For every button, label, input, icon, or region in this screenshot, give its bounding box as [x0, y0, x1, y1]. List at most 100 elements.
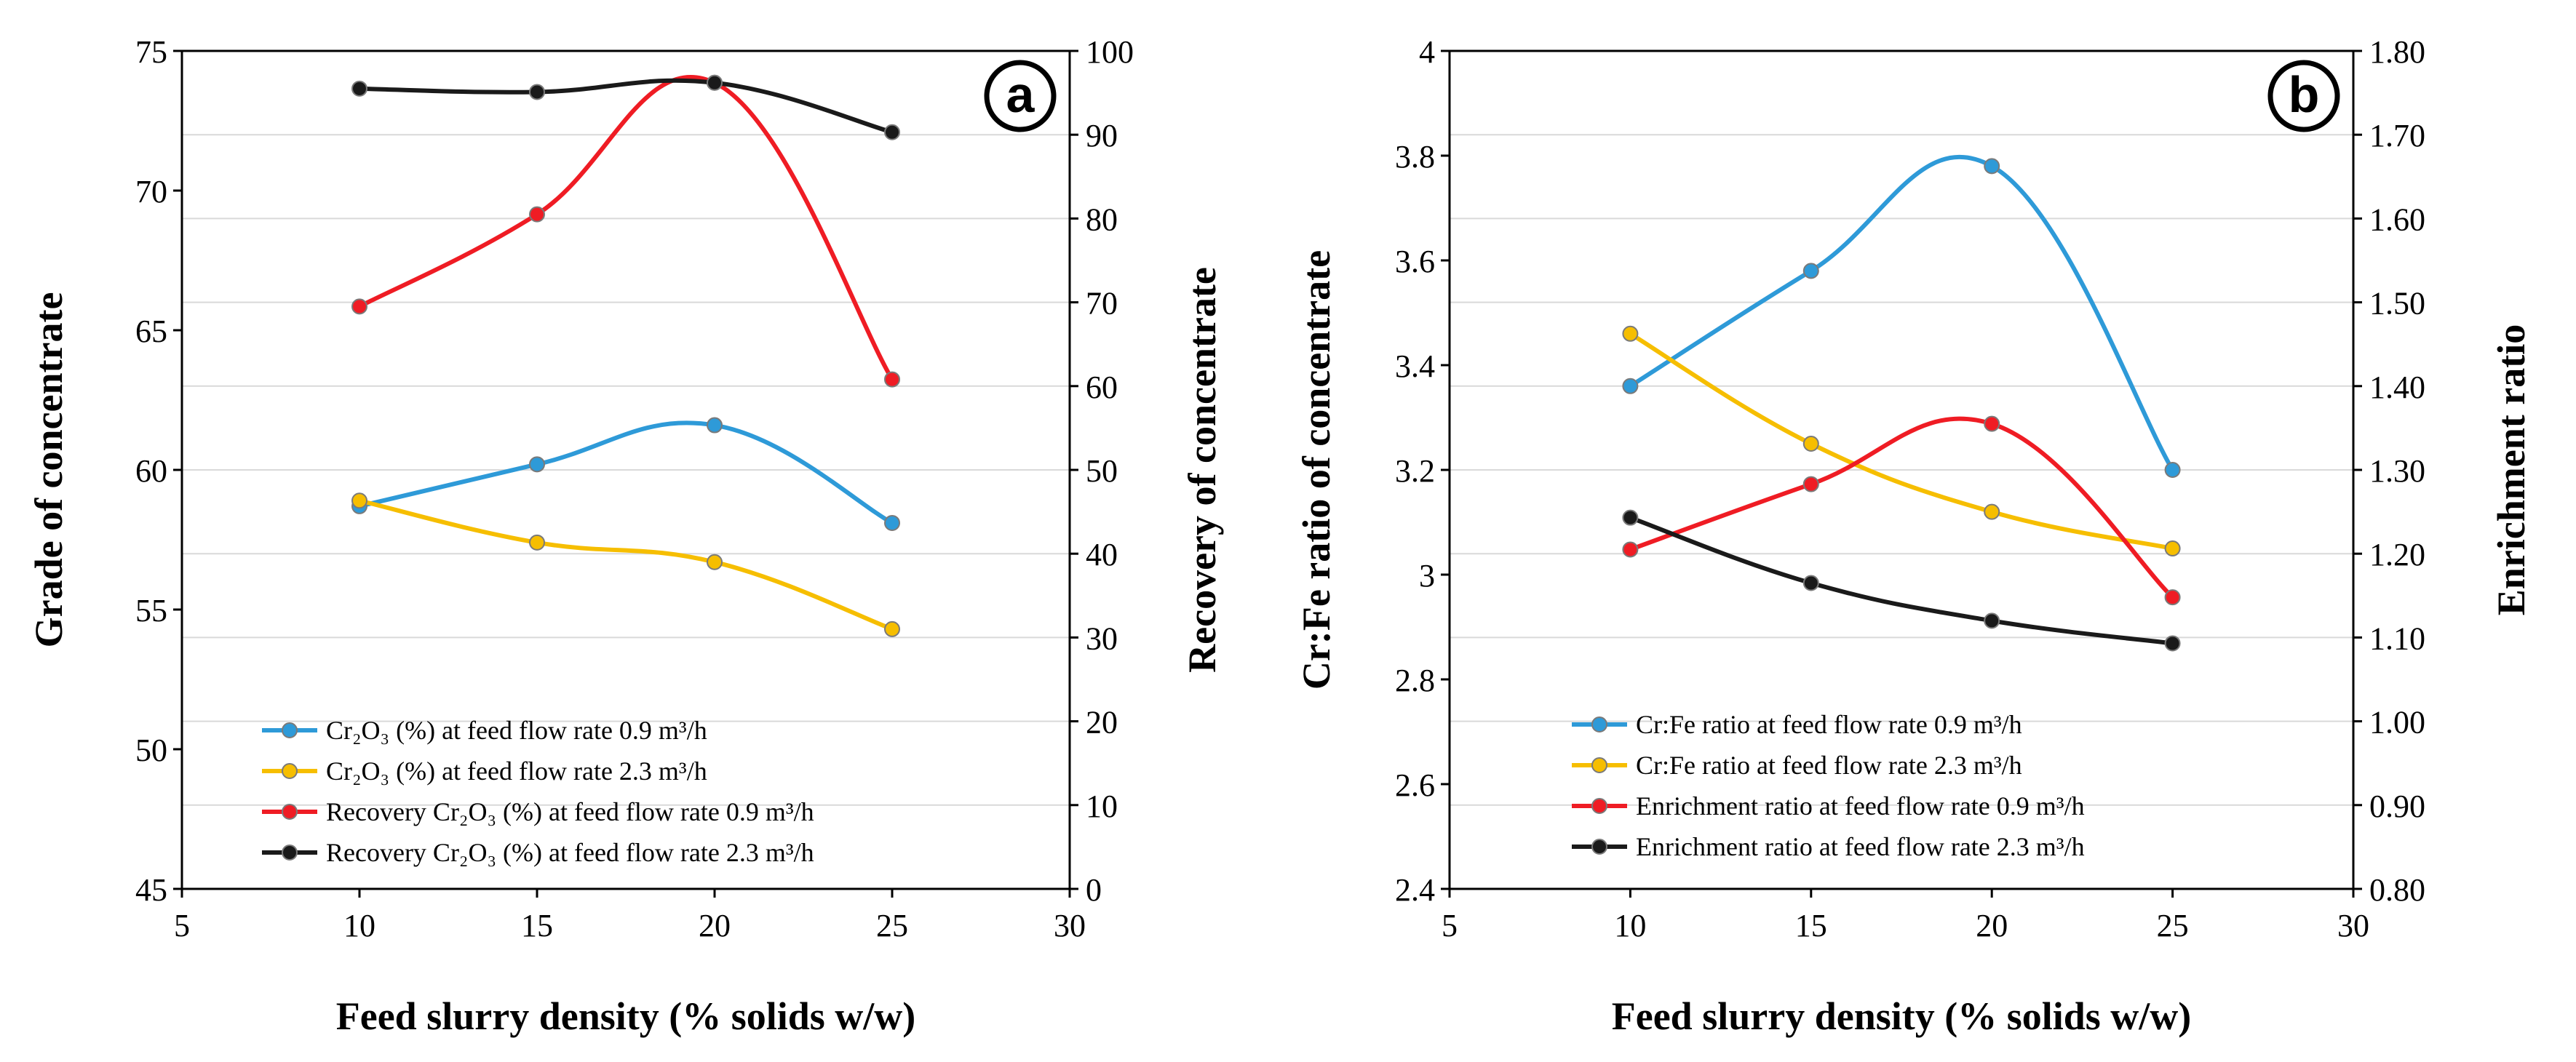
data-point [1984, 415, 2000, 432]
series-1 [351, 492, 900, 637]
y-tick-label: 4 [1419, 34, 1435, 70]
y-tick-label: 55 [135, 593, 167, 628]
data-point [1802, 575, 1819, 591]
data-point [707, 74, 723, 91]
data-point [1984, 158, 2000, 175]
y-tick-label: 3.4 [1395, 348, 1435, 384]
y2-tick-label: 30 [1086, 620, 1118, 656]
y-axis-title: Cr:Fe ratio of concentrate [1295, 250, 1338, 690]
y2-tick-label: 1.00 [2369, 705, 2425, 740]
legend-label: Cr:Fe ratio at feed flow rate 2.3 m³/h [1636, 751, 2022, 780]
y2-tick-label: 0.80 [2369, 872, 2425, 908]
data-point [1622, 509, 1639, 526]
x-tick-label: 25 [2157, 908, 2189, 943]
chart-panel-b: 5 10 15 20 25 30 2.4 2.6 2.8 3 3.2 3.4 3.6 3.8 4 0.80 0.… [1295, 34, 2533, 1038]
data-point [884, 514, 900, 531]
x-tick-label: 30 [2337, 908, 2369, 943]
y2-tick-label: 0.90 [2369, 788, 2425, 824]
series-line [1629, 416, 2174, 599]
legend-label: Cr:Fe ratio at feed flow rate 0.9 m³/h [1636, 710, 2022, 739]
legend-swatch-marker [1591, 716, 1607, 732]
data-point [1622, 325, 1639, 342]
data-point [351, 80, 367, 97]
legend-swatch-marker [282, 763, 298, 779]
y-tick-label: 50 [135, 732, 167, 768]
x-tick-label: 5 [174, 908, 190, 943]
y2-tick-label: 1.70 [2369, 118, 2425, 153]
data-point [351, 492, 367, 509]
data-point [884, 620, 900, 637]
series-line [1629, 154, 2175, 471]
y2-tick-label: 1.30 [2369, 453, 2425, 489]
legend-label: Recovery Cr₂O₃ (%) at feed flow rate 2.3… [326, 838, 814, 867]
panel-badge [984, 60, 1057, 132]
series-0 [351, 417, 900, 531]
series-line [359, 498, 894, 631]
legend-swatch-marker [1591, 757, 1607, 773]
data-point [529, 456, 545, 473]
data-point [1622, 541, 1639, 558]
y2-tick-label: 10 [1086, 788, 1118, 824]
x-axis-title: Feed slurry density (% solids w/w) [336, 994, 916, 1038]
data-point [2164, 589, 2181, 606]
series-line [358, 75, 894, 381]
y2-tick-label: 90 [1086, 118, 1118, 153]
y2-tick-label: 1.20 [2369, 537, 2425, 572]
panel-label: a [1006, 66, 1035, 123]
y2-tick-label: 70 [1086, 286, 1118, 322]
data-point [707, 554, 723, 570]
data-point [1984, 612, 2000, 629]
legend-swatch-marker [1591, 798, 1607, 814]
legend-swatch-marker [282, 722, 298, 738]
data-point [1984, 503, 2000, 520]
y2-tick-label: 1.80 [2369, 34, 2425, 70]
y2-tick-label: 50 [1086, 453, 1118, 489]
y-tick-label: 3.6 [1395, 244, 1435, 279]
y-tick-label: 2.8 [1395, 663, 1435, 698]
data-point [351, 298, 367, 315]
x-tick-label: 15 [1795, 908, 1827, 943]
series-line [359, 78, 893, 135]
y2-tick-label: 1.40 [2369, 370, 2425, 405]
y-tick-label: 3 [1419, 558, 1435, 594]
data-point [884, 371, 900, 388]
data-point [529, 534, 545, 551]
legend-label: Enrichment ratio at feed flow rate 0.9 m… [1636, 791, 2085, 821]
y2-axis-title: Recovery of concentrate [1180, 267, 1224, 673]
data-point [2164, 540, 2181, 556]
y-tick-label: 3.2 [1395, 453, 1435, 489]
y-axis-title: Grade of concentrate [27, 292, 71, 648]
data-point [1802, 263, 1819, 279]
panel-label: b [2289, 66, 2320, 123]
series-line [1629, 515, 2173, 646]
x-tick-label: 25 [876, 908, 908, 943]
y2-tick-label: 80 [1086, 201, 1118, 237]
series-0 [1622, 154, 2181, 478]
data-point [707, 417, 723, 434]
data-point [529, 84, 545, 100]
series-line [359, 420, 894, 525]
y-tick-label: 65 [135, 314, 167, 349]
legend-swatch-marker [282, 804, 298, 820]
data-point [1622, 378, 1639, 394]
data-point [529, 206, 545, 223]
y2-tick-label: 60 [1086, 370, 1118, 405]
y-tick-label: 70 [135, 174, 167, 209]
chart-panel-a: 5 10 15 20 25 30 45 50 55 60 65 70 75 0 10 20 30 40 50 60 70… [27, 34, 1224, 1038]
y2-tick-label: 100 [1086, 34, 1134, 70]
legend: Cr₂O₃ (%) at feed flow rate 0.9 m³/h Cr₂O… [262, 716, 814, 867]
x-tick-label: 10 [1614, 908, 1646, 943]
y2-tick-label: 20 [1086, 705, 1118, 740]
x-tick-label: 5 [1442, 908, 1458, 943]
data-point [1802, 476, 1819, 492]
x-tick-label: 15 [521, 908, 553, 943]
y2-axis-title: Enrichment ratio [2489, 324, 2533, 615]
series-3 [351, 74, 900, 140]
y-tick-label: 60 [135, 453, 167, 489]
y2-tick-label: 1.50 [2369, 286, 2425, 322]
x-tick-label: 30 [1054, 908, 1086, 943]
legend-swatch-marker [1591, 839, 1607, 855]
series-2 [351, 74, 900, 388]
series-line [1629, 332, 2174, 551]
